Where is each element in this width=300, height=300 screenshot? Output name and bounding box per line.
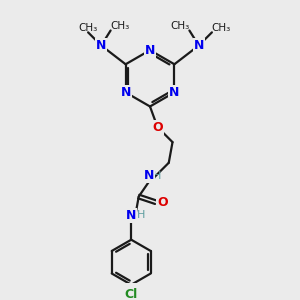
Text: Cl: Cl [124, 288, 138, 300]
Text: O: O [157, 196, 167, 209]
Text: N: N [120, 86, 131, 99]
Text: N: N [144, 169, 154, 182]
Text: CH₃: CH₃ [170, 21, 190, 31]
Text: H: H [136, 210, 145, 220]
Text: N: N [126, 209, 136, 222]
Text: O: O [152, 121, 163, 134]
Text: N: N [145, 44, 155, 57]
Text: CH₃: CH₃ [110, 21, 130, 31]
Text: N: N [96, 39, 106, 52]
Text: N: N [169, 86, 180, 99]
Text: H: H [153, 171, 162, 181]
Text: CH₃: CH₃ [212, 23, 231, 33]
Text: N: N [194, 39, 204, 52]
Text: CH₃: CH₃ [79, 23, 98, 33]
